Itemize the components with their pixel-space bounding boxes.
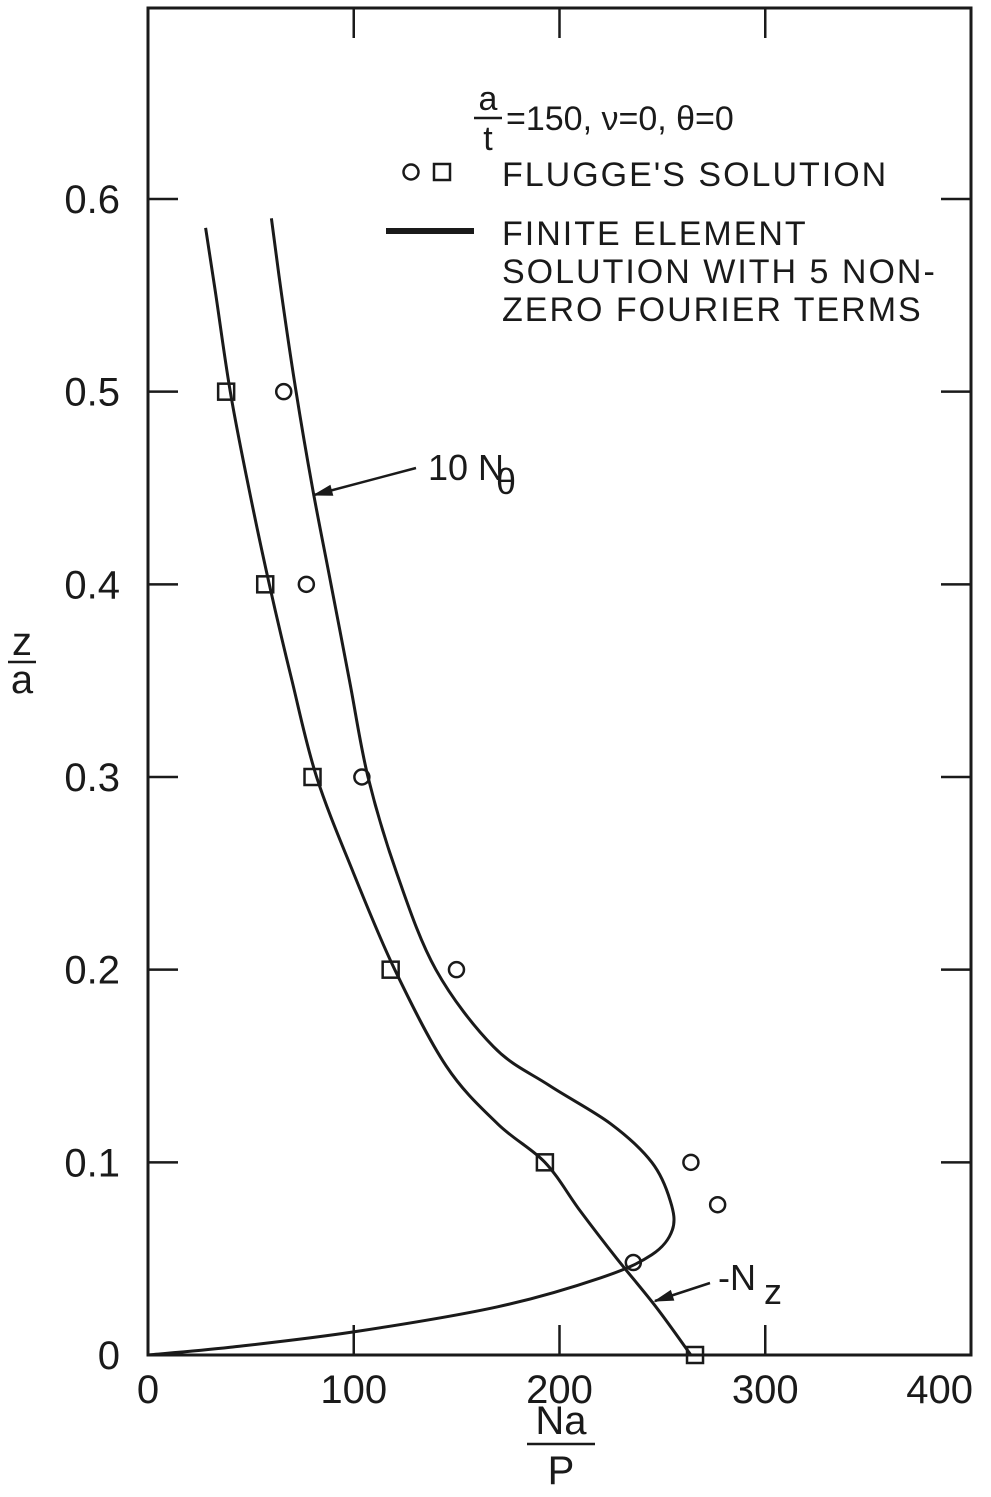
y-tick-label: 0.4 bbox=[64, 563, 120, 607]
plot-border bbox=[146, 6, 973, 1357]
y-tick-label: 0.6 bbox=[64, 178, 120, 222]
x-tick-label: 0 bbox=[137, 1368, 159, 1412]
plot-frame bbox=[146, 6, 973, 1357]
flugge-square-marker bbox=[255, 575, 275, 594]
y-tick-label: 0.2 bbox=[64, 949, 120, 993]
callout-neg-nz-subscript: z bbox=[764, 1271, 782, 1312]
x-tick-label: 300 bbox=[732, 1368, 799, 1412]
series-line-10-n-theta bbox=[147, 218, 676, 1357]
header-ratio-numerator: a bbox=[479, 80, 498, 118]
callout-10-n-theta-subscript: θ bbox=[496, 461, 516, 502]
flugge-circle-marker bbox=[682, 1153, 700, 1172]
callout-neg-nz-arrowhead bbox=[653, 1289, 675, 1302]
header-conditions: =150, ν=0, θ=0 bbox=[506, 100, 734, 138]
callout-neg-nz-label: -N bbox=[718, 1257, 756, 1298]
flugge-circle-marker bbox=[297, 575, 316, 594]
flugge-square-marker bbox=[216, 382, 236, 401]
flugge-circle-marker bbox=[708, 1195, 727, 1214]
series-callouts: 10 Nθ -N z bbox=[312, 447, 782, 1312]
y-tick-label: 0.3 bbox=[64, 756, 120, 800]
legend-line-label-1: FINITE ELEMENT bbox=[502, 215, 808, 253]
flugge-circle-marker bbox=[353, 768, 371, 786]
x-tick-label: 100 bbox=[320, 1368, 387, 1412]
x-tick-label: 200 bbox=[526, 1368, 593, 1412]
x-axis-label: Na P bbox=[527, 1399, 595, 1493]
tick-labels: 0 100 200 300 400 0 0.1 0.2 0.3 0.4 0.5 0.6 bbox=[64, 178, 973, 1412]
x-label-numerator: Na bbox=[535, 1399, 587, 1443]
series-line-neg-nz bbox=[204, 227, 693, 1356]
y-label-numerator: z bbox=[12, 620, 32, 664]
y-label-denominator: a bbox=[11, 658, 34, 702]
legend-circle-icon bbox=[402, 163, 420, 181]
legend: FLUGGE'S SOLUTION FINITE ELEMENT SOLUTIO… bbox=[386, 156, 937, 329]
header-ratio-denominator: t bbox=[483, 120, 493, 158]
flugge-circle-marker bbox=[624, 1253, 643, 1272]
y-tick-label: 0.1 bbox=[64, 1141, 120, 1185]
y-tick-label: 0 bbox=[98, 1334, 120, 1378]
legend-markers-label: FLUGGE'S SOLUTION bbox=[502, 156, 888, 194]
legend-line-label-3: ZERO FOURIER TERMS bbox=[502, 291, 923, 329]
flugge-square-marker bbox=[381, 960, 400, 979]
flugge-circle-marker bbox=[274, 382, 293, 401]
y-axis-label: z a bbox=[8, 620, 36, 702]
flugge-circle-marker bbox=[447, 960, 466, 979]
flugge-square-marker bbox=[535, 1153, 555, 1172]
legend-square-icon bbox=[432, 162, 452, 182]
x-label-denominator: P bbox=[548, 1449, 575, 1493]
series-lines bbox=[147, 218, 693, 1357]
callout-10-n-theta-arrowhead bbox=[312, 484, 334, 496]
flugge-square-marker bbox=[303, 767, 322, 787]
y-tick-label: 0.5 bbox=[64, 371, 120, 415]
flugge-square-marker bbox=[685, 1345, 705, 1365]
x-tick-label: 400 bbox=[906, 1368, 973, 1412]
data-markers bbox=[216, 382, 727, 1365]
axis-ticks bbox=[148, 8, 971, 1355]
legend-line-label-2: SOLUTION WITH 5 NON- bbox=[502, 253, 937, 291]
header-annotation: a t =150, ν=0, θ=0 bbox=[474, 80, 734, 158]
callout-10-n-theta-label: 10 N bbox=[428, 447, 504, 488]
